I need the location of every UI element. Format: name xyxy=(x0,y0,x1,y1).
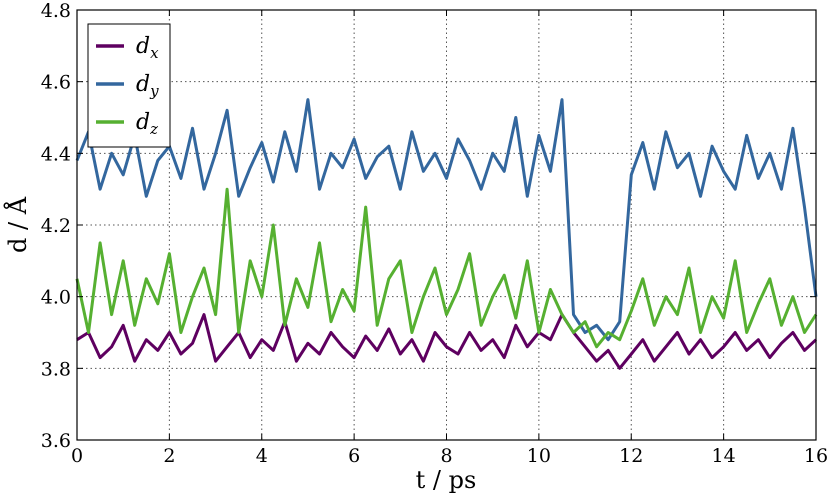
x-tick-label: 16 xyxy=(804,445,828,467)
legend-label-base: d xyxy=(136,72,150,97)
x-axis-label: t / ps xyxy=(416,466,477,494)
y-tick-label: 3.8 xyxy=(41,358,71,380)
legend-label-base: d xyxy=(136,110,150,135)
y-axis-label: d / Å xyxy=(3,196,32,253)
series-line-d-z xyxy=(75,187,818,349)
y-tick-label: 4.6 xyxy=(41,72,71,94)
legend-label-subscript: y xyxy=(149,82,159,100)
series-line-d-x xyxy=(76,313,818,370)
x-tick-label: 0 xyxy=(71,445,83,467)
y-tick-label: 3.6 xyxy=(41,430,71,452)
y-tick-label: 4.2 xyxy=(41,215,71,237)
x-tick-label: 8 xyxy=(440,445,452,467)
legend-label-base: d xyxy=(136,34,150,59)
x-tick-label: 10 xyxy=(527,445,551,467)
legend-label-subscript: x xyxy=(150,44,159,62)
y-tick-label: 4.4 xyxy=(41,143,71,165)
axis-ticks: 0 2 4 6 8 10 12 14 16 3.6 3.8 4.0 4.2 4.4 4.6 4.8 xyxy=(41,0,828,467)
y-tick-label: 4.0 xyxy=(41,287,71,309)
legend-label-x: dx xyxy=(136,34,159,62)
x-tick-label: 4 xyxy=(256,445,268,467)
y-tick-label: 4.8 xyxy=(41,0,71,22)
legend-label-z: dz xyxy=(136,110,158,138)
series-layer xyxy=(75,98,818,370)
series-line-d-y xyxy=(75,98,818,342)
x-tick-label: 2 xyxy=(163,445,175,467)
x-tick-label: 12 xyxy=(619,445,643,467)
x-tick-label: 6 xyxy=(348,445,360,467)
grid-lines xyxy=(77,10,816,440)
legend-label-subscript: z xyxy=(149,120,158,138)
legend-label-y: dy xyxy=(136,72,159,100)
x-tick-label: 14 xyxy=(712,445,736,467)
